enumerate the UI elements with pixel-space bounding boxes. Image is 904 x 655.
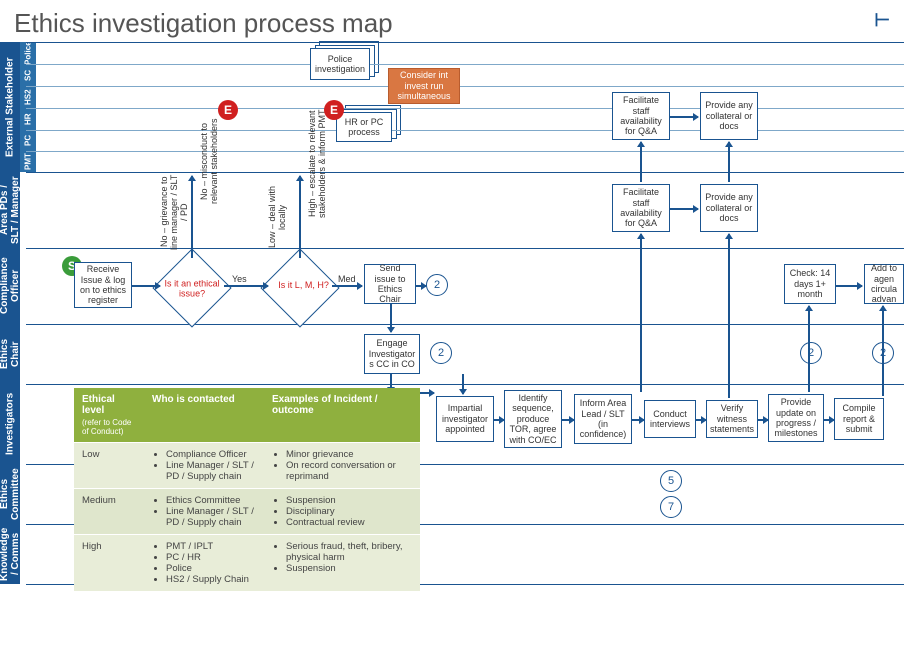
box-addto: Add to agen circula advan (864, 264, 904, 304)
box-compile: Compile report & submit (834, 398, 884, 440)
lane-pds: Area PDs / SLT / Manager (0, 172, 20, 248)
th-who: Who is contacted (144, 388, 264, 443)
lane-compliance: Compliance Officer (0, 248, 20, 324)
sub-sc: SC (20, 64, 36, 86)
label-med: Med (338, 274, 356, 284)
th-level: Ethical level(refer to Code of Conduct) (74, 388, 144, 443)
label-highesc: High – escalate to relevant stakeholders… (308, 104, 328, 224)
box-police: Police investigation (310, 48, 370, 80)
label-yes: Yes (232, 274, 247, 284)
sub-hr: HR (20, 108, 36, 130)
box-fac2: Facilitate staff availability for Q&A (612, 184, 670, 232)
box-identify: Identify sequence, produce TOR, agree wi… (504, 390, 562, 448)
expand-icon[interactable]: ⊢ (874, 10, 890, 31)
circle-2c: 2 (800, 342, 822, 364)
sub-hs2: HS2 (20, 86, 36, 108)
lane-committee: Ethics Committee (0, 464, 20, 524)
box-send: Send issue to Ethics Chair (364, 264, 416, 304)
label-nogrev: No – grievance to line manager / SLT / P… (160, 172, 190, 252)
circle-2b: 2 (430, 342, 452, 364)
box-fac1: Facilitate staff availability for Q&A (612, 92, 670, 140)
label-lowdeal: Low – deal with locally (268, 182, 288, 252)
box-engage: Engage Investigator s CC in CO (364, 334, 420, 374)
sub-pc: PC (20, 130, 36, 151)
box-hrpc: HR or PC process (336, 112, 392, 142)
th-ex: Examples of Incident / outcome (264, 388, 420, 443)
box-consider: Consider int invest run simultaneous (388, 68, 460, 104)
diamond-lmh: Is it L, M, H? (260, 248, 339, 327)
swimlane-container: External Stakeholder Police SC HS2 HR PC… (0, 42, 904, 652)
box-provide: Provide update on progress / milestones (768, 394, 824, 442)
box-conduct: Conduct interviews (644, 400, 696, 438)
lane-investigators: Investigators (0, 384, 20, 464)
lane-external: External Stakeholder (0, 42, 20, 172)
box-verify: Verify witness statements (706, 400, 758, 438)
lane-knowledge: Knowledge / Comms (0, 524, 20, 584)
box-check: Check: 14 days 1+ month (784, 264, 836, 304)
table-row: Medium Ethics CommitteeLine Manager / SL… (74, 489, 420, 535)
box-receive: Receive Issue & log on to ethics registe… (74, 262, 132, 308)
box-coll1: Provide any collateral or docs (700, 92, 758, 140)
label-nomisc: No – misconduct to relevant stakeholders (200, 106, 220, 216)
circle-5: 5 (660, 470, 682, 492)
circle-2a: 2 (426, 274, 448, 296)
table-row: Low Compliance OfficerLine Manager / SLT… (74, 443, 420, 489)
table-row: High PMT / IPLTPC / HRPoliceHS2 / Supply… (74, 535, 420, 592)
page-title: Ethics investigation process map (0, 0, 904, 43)
badge-e1: E (218, 100, 238, 120)
badge-e2: E (324, 100, 344, 120)
ethical-level-table: Ethical level(refer to Code of Conduct) … (74, 388, 420, 591)
box-coll2: Provide any collateral or docs (700, 184, 758, 232)
sub-police: Police (20, 42, 36, 64)
sub-pmt: PMT (20, 151, 36, 172)
circle-7: 7 (660, 496, 682, 518)
diamond-ethical: Is it an ethical issue? (152, 248, 231, 327)
box-inform: Inform Area Lead / SLT (in confidence) (574, 394, 632, 444)
box-impartial: Impartial investigator appointed (436, 396, 494, 442)
lane-chair: Ethics Chair (0, 324, 20, 384)
